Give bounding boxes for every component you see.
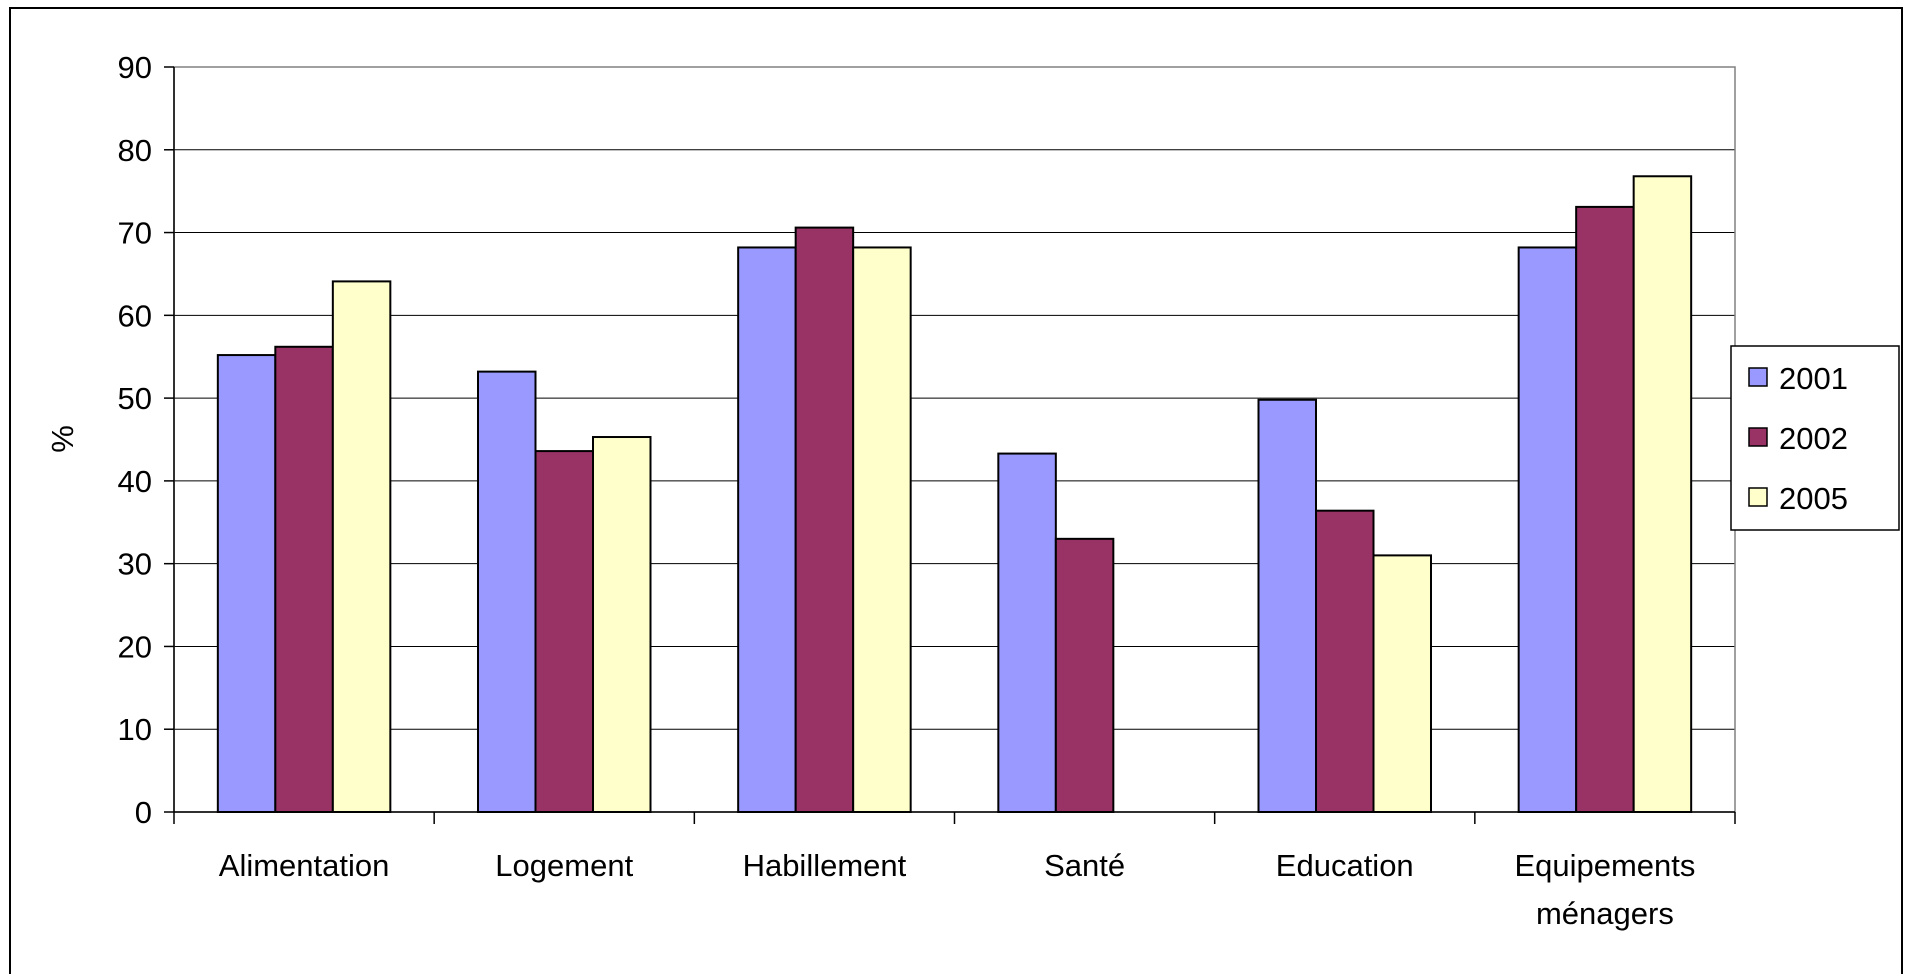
bar-2001	[477, 370, 537, 813]
x-category-label: Education	[1276, 848, 1414, 883]
legend: 2001 2002 2005	[1730, 345, 1900, 531]
x-category-label: ménagers	[1536, 896, 1674, 931]
y-tick-label: 50	[118, 381, 152, 416]
y-tick-label: 40	[118, 464, 152, 499]
bar-2005	[1372, 554, 1432, 814]
x-category-label: Equipements	[1514, 848, 1695, 883]
legend-swatch-2002	[1748, 427, 1768, 447]
legend-swatch-2005	[1748, 487, 1768, 507]
plot-background	[174, 67, 1735, 812]
axes: 0 10 20 30 40 50 60 70 80 90 Alimentation Logement H…	[118, 50, 1736, 931]
y-tick-label: 90	[118, 50, 152, 85]
legend-label-2001: 2001	[1779, 361, 1848, 396]
x-category-label: Logement	[495, 848, 633, 883]
bar-2002	[274, 345, 334, 813]
bar-2002	[1054, 537, 1115, 813]
bar-2002	[534, 450, 594, 813]
legend-label-2005: 2005	[1779, 481, 1848, 516]
y-tick-label: 30	[118, 547, 152, 582]
legend-swatch-2001	[1748, 367, 1768, 387]
bar-2001	[997, 452, 1057, 813]
bar-2002	[794, 226, 855, 814]
bar-2005	[331, 280, 392, 813]
x-category-label: Habillement	[743, 848, 907, 883]
x-category-label: Alimentation	[219, 848, 390, 883]
bar-2001	[737, 246, 797, 813]
legend-label-2002: 2002	[1779, 421, 1848, 456]
bar-2001	[216, 354, 277, 813]
y-axis-label: %	[45, 425, 80, 453]
bar-2005	[1632, 175, 1693, 813]
y-tick-label: 60	[118, 298, 152, 333]
y-tick-label: 70	[118, 216, 152, 251]
bar-2005	[852, 246, 912, 813]
plot-area	[173, 66, 1736, 813]
bar-2001	[1257, 398, 1317, 813]
y-tick-label: 0	[135, 795, 152, 830]
bar-2002	[1315, 509, 1375, 813]
x-category-label: Santé	[1044, 848, 1125, 883]
bar-2002	[1575, 205, 1635, 813]
y-tick-label: 80	[118, 133, 152, 168]
bar-2005	[592, 436, 652, 813]
bar-2001	[1517, 246, 1578, 813]
y-tick-label: 20	[118, 629, 152, 664]
y-tick-label: 10	[118, 712, 152, 747]
